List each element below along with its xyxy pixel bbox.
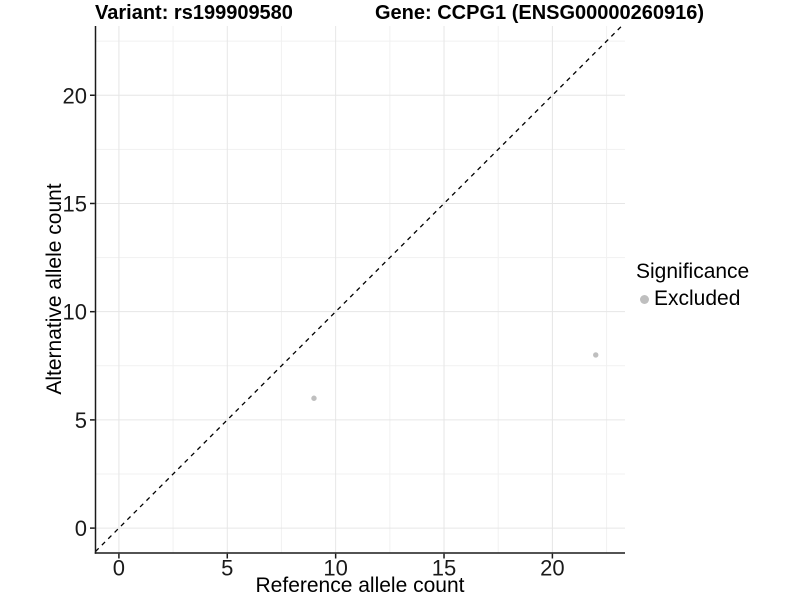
y-tick-label: 0 [75,516,87,541]
legend-title: Significance [636,260,750,283]
x-tick-label: 20 [540,556,564,581]
y-axis-title: Alternative allele count [43,183,66,395]
y-tick-label: 10 [63,300,87,325]
legend-item-excluded: Excluded [636,287,749,311]
x-tick-label: 0 [113,556,125,581]
legend: Significance Excluded [636,260,749,311]
y-tick-label: 20 [63,83,87,108]
x-tick-label: 10 [323,556,347,581]
identity-dashed-line [95,25,623,552]
plot-title-variant: Variant: rs199909580 [95,2,293,24]
x-axis-title: Reference allele count [255,574,465,597]
plot-title-gene: Gene: CCPG1 (ENSG00000260916) [375,2,705,24]
legend-item-label: Excluded [654,287,741,310]
y-tick-label: 15 [63,191,87,216]
y-tick-label: 5 [75,408,87,433]
x-tick-label: 5 [221,556,233,581]
data-point [593,352,599,358]
data-point [311,395,317,401]
legend-key-dot [640,294,649,304]
x-tick-label: 15 [432,556,456,581]
